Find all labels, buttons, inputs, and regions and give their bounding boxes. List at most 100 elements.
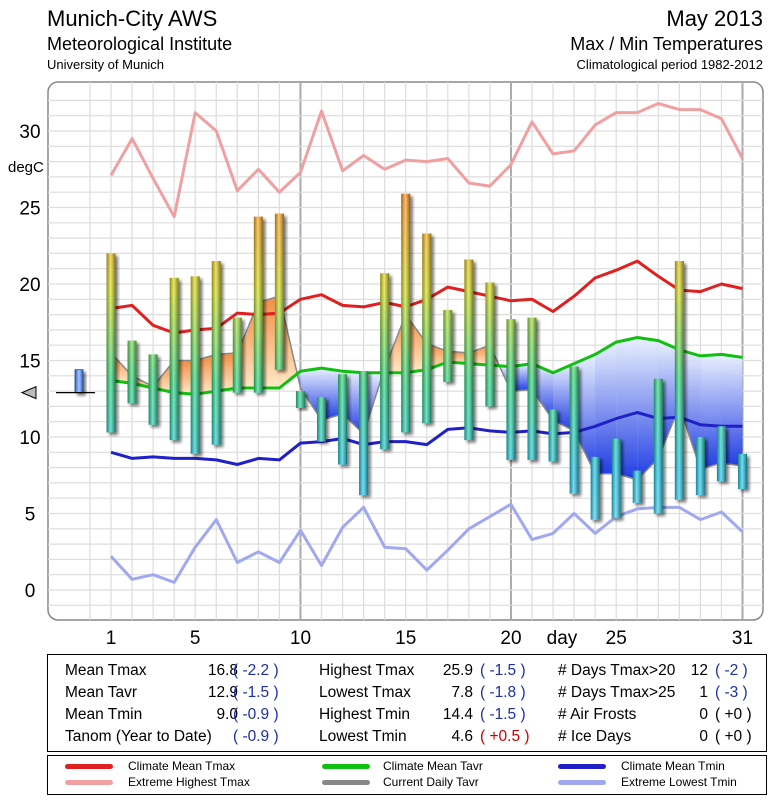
day-bar <box>148 354 158 425</box>
legend-label-extreme-lowest-tmin: Extreme Lowest Tmin <box>621 775 737 789</box>
cold-anomaly-fill <box>616 337 638 480</box>
day-bar-shade <box>632 470 642 503</box>
stat-highest-tmax-label: Highest Tmax <box>319 662 415 679</box>
y-tick-label: 10 <box>19 428 40 449</box>
day-bar <box>295 391 305 408</box>
stat-highest-tmax-value: 25.9 <box>442 662 473 679</box>
x-tick-label: 10 <box>290 628 311 649</box>
stat-days-tmax20-value: 12 <box>690 662 708 679</box>
x-tick-label: 31 <box>732 628 753 649</box>
day-bar-shade <box>443 310 453 382</box>
day-bar-shade <box>401 193 411 433</box>
cold-anomaly-fill <box>300 368 322 421</box>
legend-label-current-daily-tavr: Current Daily Tavr <box>383 775 479 789</box>
day-bar <box>464 259 474 441</box>
y-tick-label: 25 <box>19 199 40 220</box>
day-bar-shade <box>506 319 516 460</box>
legend-swatch-climate-mean-tmax <box>65 764 113 769</box>
day-bar-shade <box>190 276 200 454</box>
stat-days-tmax25-label: # Days Tmax>25 <box>558 684 676 701</box>
day-bar-shade <box>380 273 390 450</box>
day-bar-shade <box>485 282 495 407</box>
day-bar <box>716 426 726 482</box>
day-bar-shade <box>274 213 284 370</box>
legend-label-climate-mean-tavr: Climate Mean Tavr <box>383 759 483 773</box>
x-tick-label: 5 <box>190 628 201 649</box>
x-tick-label: 15 <box>395 628 416 649</box>
station-title: Munich-City AWS <box>47 6 218 31</box>
cold-anomaly-fill <box>510 363 532 392</box>
university-name: University of Munich <box>47 57 165 72</box>
y-axis-label: degC <box>8 159 44 176</box>
warm-anomaly-fill <box>111 352 133 384</box>
y-tick-label: 5 <box>25 505 36 526</box>
day-bar-shade <box>317 397 326 442</box>
stat-mean-tmax-anom: ( -2.2 ) <box>233 662 279 679</box>
stat-tanom-anom: ( -0.9 ) <box>233 728 279 745</box>
day-bar <box>527 317 537 460</box>
day-bar <box>695 437 705 496</box>
day-bar <box>401 193 411 433</box>
cold-anomaly-fill <box>637 337 659 480</box>
daily-bars <box>106 193 747 520</box>
cold-anomaly-fill <box>321 368 343 421</box>
x-tick-label: 20 <box>500 628 521 649</box>
cold-anomaly-fill <box>679 349 701 470</box>
legend-swatch-climate-mean-tmin <box>558 764 606 769</box>
day-bar <box>359 371 369 496</box>
legend-label-extreme-highest-tmax: Extreme Highest Tmax <box>128 775 250 789</box>
chart-subtitle: Max / Min Temperatures <box>570 34 763 54</box>
cold-anomaly-fill <box>700 354 722 470</box>
stat-highest-tmin-label: Highest Tmin <box>319 706 411 723</box>
stat-lowest-tmin-value: 4.6 <box>451 728 473 745</box>
stat-tanom-label: Tanom (Year to Date) <box>65 728 212 745</box>
stat-days-tmax25-anom: ( -3 ) <box>715 684 748 701</box>
cold-anomaly-fill <box>721 354 743 467</box>
day-bar <box>211 261 221 445</box>
day-bar-shade <box>127 340 137 404</box>
legend-swatch-current-daily-tavr <box>322 780 370 785</box>
stat-days-tmax20-anom: ( -2 ) <box>715 662 748 679</box>
stat-mean-tavr-anom: ( -1.5 ) <box>233 684 279 701</box>
day-bar <box>232 317 242 393</box>
statistics-box: Mean Tmax 16.8 ( -2.2 ) Mean Tavr 12.9 (… <box>47 654 767 752</box>
y-tick-label: 15 <box>19 352 40 373</box>
day-bar <box>485 282 495 407</box>
day-bar-shade <box>716 426 726 482</box>
stat-lowest-tmax-label: Lowest Tmax <box>319 684 411 701</box>
stat-mean-tmax-label: Mean Tmax <box>65 662 147 679</box>
stat-mean-tmin-value: 9.0 <box>216 706 238 723</box>
legend-label-climate-mean-tmin: Climate Mean Tmin <box>621 759 725 773</box>
x-axis-label: day <box>547 628 578 649</box>
cold-anomaly-fill <box>658 340 680 459</box>
day-bar-shade <box>548 409 558 462</box>
day-bar-shade <box>422 233 432 424</box>
day-bar-shade <box>338 374 348 465</box>
day-bar-shade <box>295 391 305 408</box>
stat-ice-days-anom: ( +0 ) <box>715 728 752 745</box>
day-bar-shade <box>674 261 684 500</box>
day-bar <box>317 397 326 442</box>
legend-swatch-extreme-highest-tmax <box>65 780 113 785</box>
warm-anomaly-fill <box>216 352 238 392</box>
stat-highest-tmin-anom: ( -1.5 ) <box>480 706 526 723</box>
warm-anomaly-fill <box>237 302 259 389</box>
institute-name: Meteorological Institute <box>47 34 233 54</box>
climatological-period: Climatological period 1982-2012 <box>576 57 763 72</box>
series-extreme-lowest-tmin <box>109 502 744 584</box>
day-bar <box>569 366 579 494</box>
stat-air-frosts-anom: ( +0 ) <box>715 706 752 723</box>
stat-mean-tmin-label: Mean Tmin <box>65 706 143 723</box>
warm-anomaly-fill <box>195 354 217 395</box>
cold-anomaly-fill <box>532 363 554 421</box>
day-bar <box>548 409 558 462</box>
legend-label-climate-mean-tmax: Climate Mean Tmax <box>128 759 236 773</box>
day-bar <box>738 453 747 490</box>
warm-anomaly-fill <box>447 351 469 364</box>
y-tick-label: 0 <box>25 581 36 602</box>
day-bar-shade <box>464 259 474 441</box>
extreme-lines <box>109 102 744 584</box>
day-bar <box>190 276 200 454</box>
